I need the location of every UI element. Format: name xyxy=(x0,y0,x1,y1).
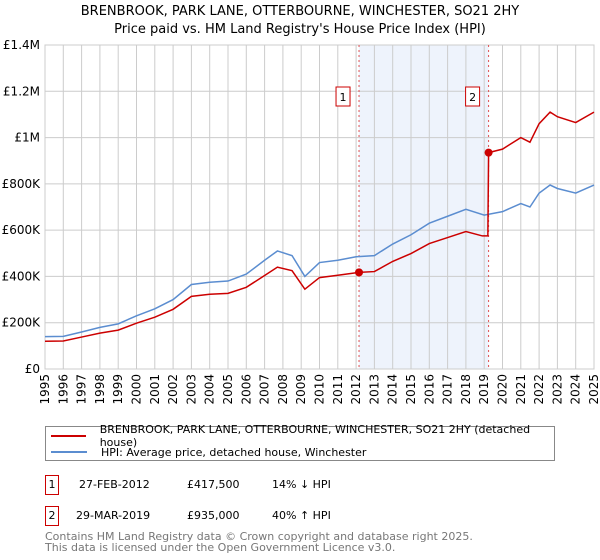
x-tick-label: 2022 xyxy=(532,374,546,405)
sale-price: £417,500 xyxy=(187,478,240,491)
x-tick-label: 2025 xyxy=(587,374,600,405)
sale-row-1: 1 27-FEB-2012 £417,500 14% ↓ HPI xyxy=(45,475,545,495)
x-tick-label: 2019 xyxy=(477,374,491,405)
x-tick-label: 2023 xyxy=(550,374,564,405)
price-paid-line xyxy=(44,111,595,342)
chart-marker-box xyxy=(465,86,481,107)
hpi-line xyxy=(44,184,595,338)
x-tick-label: 2024 xyxy=(569,374,583,405)
chart-title: BRENBROOK, PARK LANE, OTTERBOURNE, WINCH… xyxy=(80,4,520,19)
price-chart: £0 £200K £400K £600K £800K £1M £1.2M £1.4M 1995 1… xyxy=(2,38,600,405)
x-tick-label: 1996 xyxy=(56,374,70,405)
sale-marker-badge: 1 xyxy=(45,475,59,495)
legend-swatch-blue xyxy=(51,451,87,453)
x-tick-label: 2017 xyxy=(441,374,455,405)
x-tick-label: 2003 xyxy=(184,374,198,405)
x-tick-label: 2021 xyxy=(514,374,528,405)
x-tick-label: 2018 xyxy=(459,374,473,405)
footer-copyright: Contains HM Land Registry data © Crown c… xyxy=(45,530,473,543)
legend-item-hpi: HPI: Average price, detached house, Winc… xyxy=(51,445,366,459)
sale-hpi-diff: 14% ↓ HPI xyxy=(272,478,331,491)
legend-label: HPI: Average price, detached house, Winc… xyxy=(101,445,367,459)
footer: Contains HM Land Registry data © Crown c… xyxy=(45,531,473,553)
chart-marker-box xyxy=(335,86,351,107)
y-tick-label: £600K xyxy=(2,223,42,237)
y-tick-label: £400K xyxy=(2,269,42,283)
x-tick-label: 2005 xyxy=(221,374,235,405)
y-tick-label: £1.2M xyxy=(3,84,40,98)
y-tick-label: £1M xyxy=(14,131,40,145)
x-tick-label: 1999 xyxy=(111,374,125,405)
legend-label: BRENBROOK, PARK LANE, OTTERBOURNE, WINCH… xyxy=(99,423,531,449)
sale-point xyxy=(484,148,493,157)
x-tick-label: 2013 xyxy=(367,374,381,405)
y-tick-label: £200K xyxy=(2,316,42,330)
x-tick-label: 2020 xyxy=(496,374,510,405)
y-tick-label: £800K xyxy=(2,177,42,191)
legend-item-property: BRENBROOK, PARK LANE, OTTERBOURNE, WINCH… xyxy=(51,423,554,449)
sale-marker-badge: 2 xyxy=(45,506,59,526)
sale-date: 29-MAR-2019 xyxy=(76,509,151,522)
x-tick-label: 2016 xyxy=(422,374,436,405)
sale-hpi-diff: 40% ↑ HPI xyxy=(272,509,331,522)
x-tick-label: 1998 xyxy=(93,374,107,405)
x-tick-label: 2001 xyxy=(148,374,162,405)
chart-marker-label: 2 xyxy=(469,91,476,104)
x-tick-label: 2014 xyxy=(386,374,400,405)
x-tick-label: 2008 xyxy=(276,374,290,405)
legend: BRENBROOK, PARK LANE, OTTERBOURNE, WINCH… xyxy=(45,423,555,461)
sale-row-2: 2 29-MAR-2019 £935,000 40% ↑ HPI xyxy=(45,506,545,526)
x-tick-label: 2004 xyxy=(203,374,217,405)
footer-licence: This data is licensed under the Open Gov… xyxy=(45,541,396,554)
x-tick-label: 1997 xyxy=(75,374,89,405)
plot-frame xyxy=(44,44,595,370)
legend-swatch-red xyxy=(51,435,86,437)
sale-price: £935,000 xyxy=(187,509,240,522)
x-tick-label: 2011 xyxy=(331,374,345,405)
x-tick-label: 2002 xyxy=(166,374,180,405)
x-tick-label: 2009 xyxy=(294,374,308,405)
sale-date: 27-FEB-2012 xyxy=(79,478,150,491)
x-tick-label: 2006 xyxy=(239,374,253,405)
x-tick-label: 1995 xyxy=(38,374,52,405)
x-tick-label: 2015 xyxy=(404,374,418,405)
sale-point xyxy=(355,268,364,277)
y-tick-label: £0 xyxy=(25,362,40,376)
x-tick-label: 2007 xyxy=(258,374,272,405)
y-tick-label: £1.4M xyxy=(3,38,40,52)
x-tick-label: 2000 xyxy=(130,374,144,405)
chart-marker-label: 1 xyxy=(340,91,347,104)
x-tick-label: 2010 xyxy=(313,374,327,405)
chart-subtitle: Price paid vs. HM Land Registry's House … xyxy=(114,22,486,37)
x-tick-label: 2012 xyxy=(349,374,363,405)
